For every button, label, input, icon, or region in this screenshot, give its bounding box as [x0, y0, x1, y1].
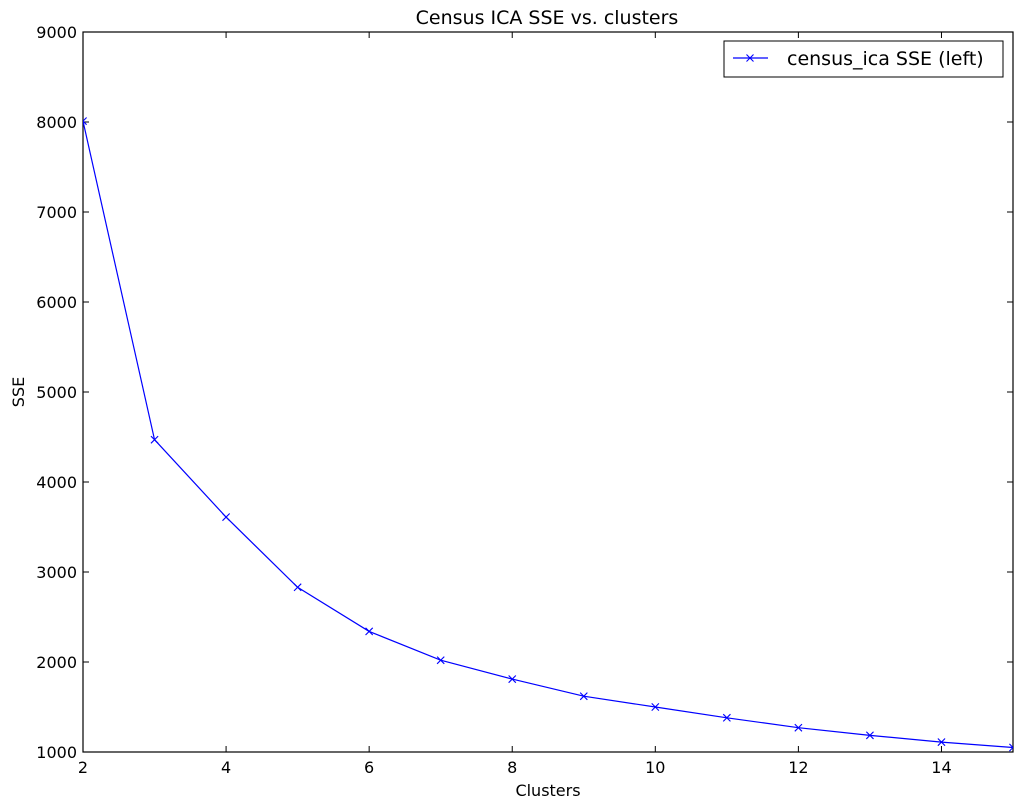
y-tick-label: 8000: [36, 113, 77, 132]
legend-label: census_ica SSE (left): [787, 48, 984, 70]
data-point-x-marker: [937, 738, 946, 747]
y-tick-label: 6000: [36, 293, 77, 312]
data-point-x-marker: [508, 675, 517, 684]
plot-clip: [83, 117, 1013, 752]
x-tick-label: 12: [788, 758, 808, 777]
x-tick-label: 8: [507, 758, 517, 777]
data-point-x-marker: [293, 583, 302, 592]
x-axis: 2 4 6 8 10 12 14: [78, 32, 952, 777]
legend-marker-x-icon: [746, 54, 754, 62]
data-point-x-marker: [1009, 743, 1013, 752]
data-point-x-marker: [83, 117, 87, 126]
series-layer: [83, 117, 1013, 752]
data-point-x-marker: [579, 692, 588, 701]
data-point-x-marker: [436, 656, 445, 665]
y-tick-label: 5000: [36, 383, 77, 402]
y-tick-label: 7000: [36, 203, 77, 222]
y-tick-label: 9000: [36, 23, 77, 42]
data-point-x-marker: [150, 435, 159, 444]
legend-box: [723, 40, 1004, 78]
data-point-x-marker: [865, 731, 874, 740]
series-line: [83, 120, 1013, 749]
x-tick-label: 4: [221, 758, 231, 777]
data-point-x-marker: [794, 723, 803, 732]
x-tick-label: 14: [931, 758, 951, 777]
y-axis: 1000 2000 3000 4000 5000 6000 7000 8000 9000: [36, 23, 1013, 762]
x-tick-label: 10: [645, 758, 665, 777]
chart-title: Census ICA SSE vs. clusters: [416, 7, 679, 29]
y-tick-label: 3000: [36, 563, 77, 582]
data-point-x-marker: [222, 513, 231, 522]
y-axis-title: SSE: [9, 377, 28, 407]
data-point-x-marker: [365, 627, 374, 636]
x-axis-title: Clusters: [515, 781, 580, 800]
y-tick-label: 2000: [36, 653, 77, 672]
data-point-x-marker: [651, 703, 660, 711]
y-tick-label: 1000: [36, 743, 77, 762]
y-tick-label: 4000: [36, 473, 77, 492]
data-point-x-marker: [722, 713, 731, 722]
x-tick-label: 6: [364, 758, 374, 777]
x-tick-label: 2: [78, 758, 88, 777]
legend: census_ica SSE (left): [723, 40, 1004, 78]
plot-area-frame: [82, 31, 1014, 753]
